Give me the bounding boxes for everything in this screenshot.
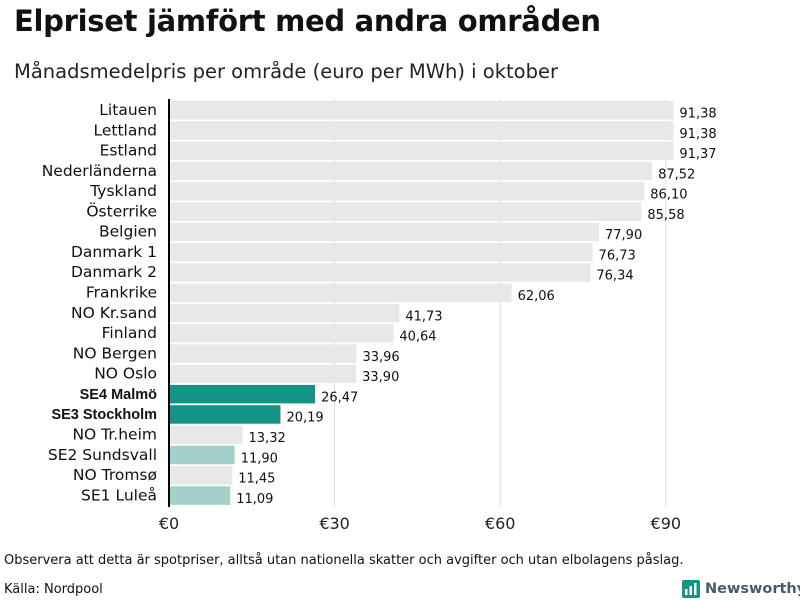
bar <box>169 384 316 404</box>
chart-subtitle: Månadsmedelpris per område (euro per MWh… <box>14 60 558 83</box>
category-label: NO Tromsø <box>73 466 157 484</box>
bar <box>169 445 235 465</box>
bar <box>169 141 674 161</box>
bar-chart: €0 €30 €60 €90 Litauen 91,38 Lettland 91,38 Estl… <box>42 99 717 533</box>
category-label: SE1 Luleå <box>81 486 157 504</box>
value-label: 91,38 <box>679 107 716 122</box>
category-label: Litauen <box>99 101 157 119</box>
value-label: 76,34 <box>596 269 633 284</box>
value-label: 11,90 <box>241 451 278 466</box>
category-label: Belgien <box>99 223 157 241</box>
x-tick-label: €60 <box>485 514 516 533</box>
x-tick-label: €90 <box>651 514 682 533</box>
brand-logo: Newsworthy <box>682 578 800 600</box>
value-label: 76,73 <box>599 248 636 263</box>
value-label: 91,38 <box>679 127 716 142</box>
category-label: Nederländerna <box>42 162 157 180</box>
bar <box>169 182 645 201</box>
value-label: 33,96 <box>362 350 399 365</box>
source-credit: Källa: Nordpool <box>4 582 103 597</box>
value-label: 13,32 <box>249 431 286 446</box>
value-label: 11,45 <box>238 472 275 487</box>
value-label: 41,73 <box>405 309 442 324</box>
category-label: Danmark 2 <box>71 263 157 281</box>
bar <box>169 344 357 363</box>
x-tick-label: €30 <box>319 514 350 533</box>
brand-name: Newsworthy <box>705 581 800 597</box>
bar <box>169 242 593 262</box>
value-label: 77,90 <box>605 228 642 243</box>
bar <box>169 283 512 303</box>
category-label: Lettland <box>93 121 157 139</box>
value-label: 40,64 <box>399 330 436 345</box>
bar <box>169 263 591 282</box>
bar <box>169 303 400 323</box>
bar <box>169 161 653 181</box>
category-label: SE3 Stockholm <box>51 407 157 423</box>
category-label: SE4 Malmö <box>80 387 157 403</box>
bar <box>169 121 674 140</box>
value-label: 87,52 <box>658 167 695 182</box>
category-label: Finland <box>102 324 157 342</box>
value-label: 85,58 <box>647 208 684 223</box>
category-label: Estland <box>100 142 157 160</box>
value-label: 20,19 <box>286 411 323 426</box>
bar <box>169 405 281 424</box>
value-label: 33,90 <box>362 370 399 385</box>
category-label: Frankrike <box>86 284 157 302</box>
bar <box>169 101 674 120</box>
category-label: NO Oslo <box>94 365 157 383</box>
category-label: Österrike <box>86 201 157 220</box>
bar <box>169 364 357 384</box>
chart-title: Elpriset jämfört med andra områden <box>14 4 601 38</box>
bar <box>169 222 600 242</box>
category-label: NO Bergen <box>73 344 157 362</box>
value-label: 86,10 <box>650 188 687 203</box>
bar <box>169 486 231 505</box>
category-label: NO Tr.heim <box>72 425 157 443</box>
bar <box>169 202 642 221</box>
bar <box>169 425 243 444</box>
category-label: Tyskland <box>89 182 157 200</box>
category-label: SE2 Sundsvall <box>48 446 157 464</box>
newsworthy-logo-icon <box>682 580 700 598</box>
bar <box>169 466 233 485</box>
category-label: NO Kr.sand <box>71 304 157 322</box>
category-label: Danmark 1 <box>71 243 157 261</box>
x-tick-label: €0 <box>159 514 179 533</box>
footnote: Observera att detta är spotpriser, allts… <box>4 553 684 568</box>
value-label: 62,06 <box>518 289 555 304</box>
value-label: 91,37 <box>679 147 716 162</box>
value-label: 11,09 <box>236 492 273 507</box>
value-label: 26,47 <box>321 390 358 405</box>
bar <box>169 324 394 343</box>
